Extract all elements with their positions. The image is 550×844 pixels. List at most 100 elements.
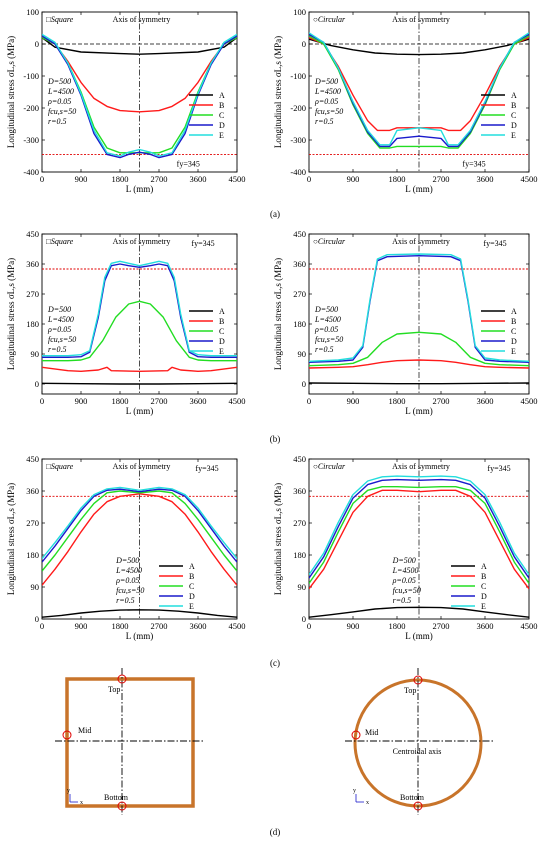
x-tick-label: 4500 (521, 174, 538, 184)
parameter-label: fcu,s=50 (393, 586, 421, 595)
circular-bottom-marker (413, 801, 423, 811)
series-group (309, 253, 529, 385)
y-axis-label: Longitudinal stress σL,s (MPa) (273, 36, 283, 148)
symmetry-axis-label: Axis of symmetry (392, 462, 450, 471)
y-tick-label: 180 (293, 319, 306, 329)
circular-coord-x-label: x (366, 800, 369, 806)
panel-label-d: (d) (270, 827, 281, 837)
legend-label-E: E (481, 602, 486, 611)
chart-a-right: 0 900 1800 2700 3600 4500 -400 -300 -200 -100 0 100… (273, 7, 538, 194)
legend-label-E: E (511, 131, 516, 140)
y-tick-label: -400 (23, 167, 39, 177)
y-tick-label: -100 (23, 71, 39, 81)
symmetry-axis-label: Axis of symmetry (392, 237, 450, 246)
y-tick-label: 450 (293, 454, 306, 464)
parameter-label: ρ=0.05 (115, 576, 139, 585)
x-axis-label: L (mm) (126, 184, 153, 194)
x-tick-label: 3600 (477, 174, 494, 184)
circular-bottom-label: Bottom (400, 793, 425, 802)
symmetry-axis-label: Axis of symmetry (113, 15, 171, 24)
x-tick-label: 900 (75, 621, 88, 631)
legend-label-C: C (219, 327, 224, 336)
series-line-B (42, 36, 237, 113)
legend-label-E: E (189, 602, 194, 611)
parameter-label: fcu,s=50 (116, 586, 144, 595)
y-tick-label: -300 (290, 135, 306, 145)
square-section-outline (65, 677, 195, 808)
shape-name: Circular (318, 237, 346, 246)
parameter-label: ρ=0.05 (47, 97, 71, 106)
series-line-E (309, 475, 529, 575)
symmetry-axis-label: Axis of symmetry (113, 462, 171, 471)
series-line-A (309, 38, 529, 56)
shape-label: ○Circular (313, 237, 346, 246)
legend-label-A: A (219, 307, 225, 316)
legend-label-D: D (189, 592, 195, 601)
y-tick-label: 270 (293, 518, 306, 528)
y-tick-label: 0 (35, 39, 39, 49)
y-axis-label: Longitudinal stress σL,s (MPa) (6, 483, 16, 595)
x-tick-label: 3600 (190, 396, 207, 406)
shape-symbol: □ (46, 237, 51, 246)
chart-a-left: 0 900 1800 2700 3600 4500 -400 -300 -200 -100 0 100… (6, 7, 246, 194)
y-tick-label: 90 (298, 582, 307, 592)
symmetry-axis-label: Axis of symmetry (113, 237, 171, 246)
square-top-label: Top (108, 685, 120, 694)
series-line-D (42, 488, 237, 563)
y-tick-label: 450 (26, 229, 39, 239)
symmetry-axis-label: Axis of symmetry (392, 15, 450, 24)
shape-label: □Square (46, 15, 74, 24)
y-tick-label: 180 (293, 550, 306, 560)
panel-label-b: (b) (270, 434, 281, 444)
parameter-label: r=0.5 (48, 117, 67, 126)
x-tick-label: 2700 (151, 174, 168, 184)
y-tick-label: -400 (290, 167, 306, 177)
parameter-label: r=0.5 (393, 596, 412, 605)
parameter-label: D=500 (314, 305, 338, 314)
series-line-C (309, 486, 529, 584)
parameter-label: ρ=0.05 (392, 576, 416, 585)
legend-label-D: D (511, 337, 517, 346)
parameter-label: ρ=0.05 (314, 97, 338, 106)
parameter-label: D=500 (314, 77, 338, 86)
circular-top-label: Top (404, 686, 416, 695)
legend-label-A: A (189, 562, 195, 571)
y-tick-label: -200 (23, 103, 39, 113)
y-tick-label: 270 (26, 518, 39, 528)
series-line-D (42, 263, 237, 358)
square-coord-y-label: y (67, 788, 70, 794)
shape-name: Square (51, 462, 74, 471)
x-tick-label: 1800 (389, 396, 406, 406)
shape-symbol: ○ (313, 237, 318, 246)
legend-label-A: A (219, 91, 225, 100)
y-tick-label: -300 (23, 135, 39, 145)
shape-name: Square (51, 15, 74, 24)
x-tick-label: 0 (40, 174, 44, 184)
parameter-label: fcu,s=50 (315, 107, 343, 116)
x-axis-label: L (mm) (405, 631, 432, 641)
legend-label-B: B (189, 572, 194, 581)
square-coord-x-label: x (80, 800, 83, 806)
shape-name: Circular (318, 462, 346, 471)
legend-label-E: E (511, 347, 516, 356)
y-tick-label: 270 (26, 289, 39, 299)
chart-c-left: 0 900 1800 2700 3600 4500 0 90 180 270 360 450 L (mm… (6, 454, 246, 641)
parameter-label: L=4500 (392, 566, 419, 575)
shape-label: ○Circular (313, 462, 346, 471)
x-tick-label: 1800 (389, 621, 406, 631)
square-bottom-marker (117, 801, 127, 811)
x-tick-label: 900 (75, 174, 88, 184)
yield-stress-label: fy=345 (487, 464, 510, 473)
series-line-A (42, 382, 237, 385)
y-axis-label: Longitudinal stress σL,s (MPa) (273, 483, 283, 595)
parameter-label: L=4500 (314, 315, 341, 324)
x-axis-label: L (mm) (405, 184, 432, 194)
chart-panels: 0 900 1800 2700 3600 4500-400-300-200-1000100… (6, 7, 538, 641)
shape-label: □Square (46, 462, 74, 471)
parameter-label: fcu,s=50 (48, 107, 76, 116)
chart-b-left: 0 900 1800 2700 3600 4500 0 90 180 270 360 450 L (mm… (6, 229, 246, 416)
x-tick-label: 1800 (112, 396, 129, 406)
square-top-marker (117, 674, 127, 684)
y-tick-label: 0 (302, 379, 306, 389)
